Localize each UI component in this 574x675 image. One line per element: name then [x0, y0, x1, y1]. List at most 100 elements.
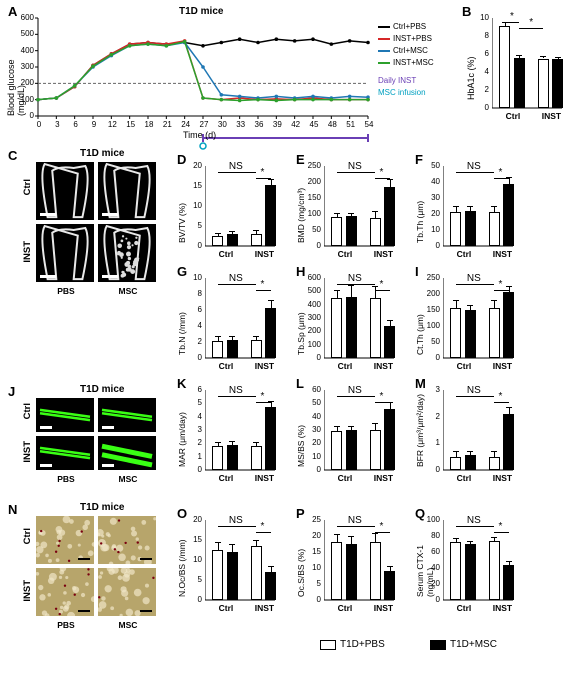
errcap: [467, 541, 473, 542]
sig-star: *: [260, 521, 264, 532]
panel-K-bar: [251, 446, 262, 470]
legend-item: Ctrl+MSC: [378, 46, 428, 55]
errcap: [348, 213, 354, 214]
panel-F-bar: [489, 212, 500, 246]
errcap: [372, 423, 378, 424]
ytick: 30: [306, 425, 321, 434]
ytick: 40: [425, 563, 440, 572]
group-label: Ctrl: [332, 249, 358, 259]
errcap: [491, 451, 497, 452]
sig-line: [337, 396, 376, 397]
ytick: 80: [425, 531, 440, 540]
scalebar: [140, 610, 152, 612]
ytick: 200: [425, 289, 440, 298]
panel-N-image: [36, 516, 94, 564]
sig-star: *: [529, 17, 533, 28]
panel-Q-bar: [450, 542, 461, 600]
ytick: 0: [187, 353, 202, 362]
ytick: 150: [306, 193, 321, 202]
sig-line: [256, 178, 271, 179]
row-label: INST: [22, 241, 33, 263]
panel-B-bar: [538, 59, 549, 109]
errcap: [229, 336, 235, 337]
xtick: 42: [289, 120, 303, 129]
errcap: [253, 230, 259, 231]
xtick: 9: [87, 120, 101, 129]
ytick: 2: [477, 85, 489, 94]
errcap: [453, 538, 459, 539]
panel-F-bar: [465, 211, 476, 246]
panel-D-bar: [265, 185, 276, 246]
sig-star: *: [379, 391, 383, 402]
errcap: [334, 290, 340, 291]
ytick: 0: [425, 465, 440, 474]
panel-E-ylabel: BMD (mg/cm³): [296, 169, 306, 243]
errcap: [372, 286, 378, 287]
panel-B-bar: [499, 26, 510, 108]
panel-label-E: E: [296, 152, 305, 167]
ytick: 250: [306, 161, 321, 170]
errcap: [555, 57, 561, 58]
ytick: 0: [306, 241, 321, 250]
ytick: 15: [187, 181, 202, 190]
sig-ns: NS: [348, 161, 362, 172]
panel-O-bar: [227, 552, 238, 600]
xtick: 39: [270, 120, 284, 129]
panel-E-bar: [384, 187, 395, 246]
sig-line: [505, 22, 520, 23]
annot-msc-infusion: MSC infusion: [378, 88, 426, 97]
ytick: 0: [187, 465, 202, 474]
panel-Q-bar: [465, 544, 476, 600]
sig-ns: NS: [467, 385, 481, 396]
sig-line: [456, 396, 495, 397]
panel-M-ylabel: BFR (μm³/μm²/day): [415, 393, 425, 467]
errcap: [491, 300, 497, 301]
xtick: 54: [362, 120, 376, 129]
sig-line: [218, 284, 257, 285]
errcap: [491, 206, 497, 207]
sig-star: *: [260, 167, 264, 178]
col-label: PBS: [53, 474, 79, 484]
errcap: [348, 536, 354, 537]
ytick: 20: [187, 161, 202, 170]
ytick: 100: [425, 515, 440, 524]
panel-E-bar: [370, 218, 381, 246]
ytick: 5: [187, 575, 202, 584]
ytick: 6: [477, 49, 489, 58]
errcap: [268, 566, 274, 567]
ytick: 600: [14, 13, 34, 22]
panel-G-bar: [227, 340, 238, 358]
legend-swatch: [430, 640, 446, 650]
ytick: 1: [425, 438, 440, 447]
ytick: 2: [187, 337, 202, 346]
ytick: 0: [187, 595, 202, 604]
panel-N-title: T1D mice: [80, 502, 124, 513]
xtick: 21: [160, 120, 174, 129]
errcap: [253, 336, 259, 337]
ytick: 10: [306, 563, 321, 572]
ytick: 10: [477, 13, 489, 22]
panel-H-bar: [384, 326, 395, 358]
ytick: 6: [187, 305, 202, 314]
errbar: [271, 300, 272, 308]
sig-star: *: [260, 391, 264, 402]
sig-line: [375, 532, 390, 533]
group-label: INST: [489, 249, 515, 259]
legend-label: Ctrl+PBS: [393, 22, 426, 31]
row-label: Ctrl: [22, 179, 33, 195]
errcap: [453, 206, 459, 207]
group-label: INST: [251, 603, 277, 613]
panel-I-bar: [465, 310, 476, 358]
sig-line: [375, 178, 390, 179]
panel-H-ylabel: Tb.Sp (μm): [296, 281, 306, 355]
group-label: INST: [489, 361, 515, 371]
panel-B-bar: [552, 59, 563, 108]
errcap: [467, 451, 473, 452]
ytick: 15: [306, 547, 321, 556]
panel-P-ylabel: Oc.S/BS (%): [296, 523, 306, 597]
scalebar: [140, 558, 152, 560]
panel-L-bar: [331, 431, 342, 470]
panel-C-title: T1D mice: [80, 148, 124, 159]
col-label: MSC: [115, 620, 141, 630]
sig-line: [337, 172, 376, 173]
